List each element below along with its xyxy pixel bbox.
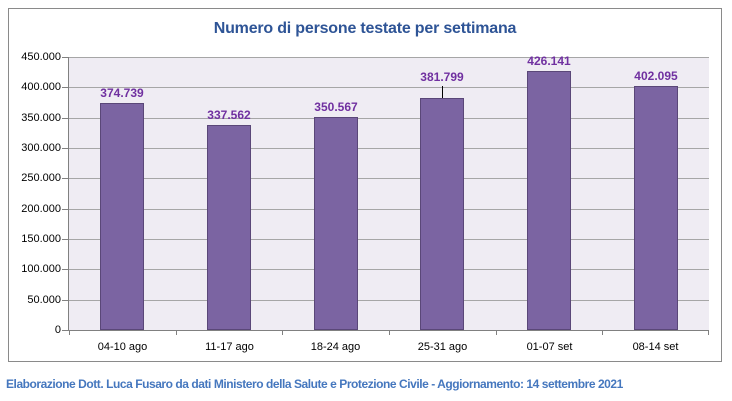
- bar-value-label: 402.095: [634, 69, 678, 83]
- y-axis-tick: [62, 330, 68, 331]
- x-axis-tick: [389, 330, 390, 335]
- gridline: [69, 209, 709, 210]
- y-axis-tick: [62, 178, 68, 179]
- gridline: [69, 148, 709, 149]
- x-axis-tick: [176, 330, 177, 335]
- x-axis-category-label: 08-14 set: [632, 341, 679, 353]
- y-axis-tick-label: 0: [54, 324, 61, 336]
- bar-08-14-set: [634, 86, 678, 330]
- x-axis-tick: [496, 330, 497, 335]
- x-axis-tick: [708, 330, 709, 335]
- x-axis-category-label: 18-24 ago: [310, 341, 361, 353]
- bar-value-label: 381.799: [420, 70, 464, 84]
- x-axis-tick: [602, 330, 603, 335]
- plot-area: 450.000 400.000 350.000 300.000 250.000 200.0…: [21, 51, 709, 353]
- y-axis-tick: [62, 300, 68, 301]
- x-axis-category-label: 04-10 ago: [97, 341, 148, 353]
- y-axis-tick: [62, 269, 68, 270]
- y-axis-tick: [62, 57, 68, 58]
- y-axis-tick: [62, 239, 68, 240]
- gridline: [69, 239, 709, 240]
- y-axis-tick: [62, 209, 68, 210]
- bar-value-label: 337.562: [207, 108, 251, 122]
- y-axis-tick-label: 450.000: [21, 51, 61, 63]
- y-axis-tick-label: 300.000: [21, 142, 61, 154]
- y-axis-tick-label: 50.000: [27, 294, 61, 306]
- bar-value-label: 350.567: [314, 100, 358, 114]
- gridline: [69, 300, 709, 301]
- chart-frame: Numero di persone testate per settimana …: [8, 8, 722, 362]
- bar-value-label: 426.141: [527, 54, 571, 68]
- bar-04-10-ago: [100, 103, 144, 330]
- x-axis-category-label: 01-07 set: [526, 341, 573, 353]
- bar-01-07-set: [527, 71, 571, 330]
- y-axis-tick: [62, 118, 68, 119]
- gridline: [69, 57, 709, 58]
- y-axis-tick-label: 200.000: [21, 203, 61, 215]
- data-label-leader-line: [442, 86, 443, 98]
- bar-25-31-ago: [420, 98, 464, 330]
- chart-title: Numero di persone testate per settimana: [213, 20, 517, 37]
- source-caption: Elaborazione Dott. Luca Fusaro da dati M…: [6, 377, 623, 391]
- y-axis-tick-label: 400.000: [21, 81, 61, 93]
- x-axis-tick: [282, 330, 283, 335]
- gridline: [69, 269, 709, 270]
- y-axis-tick-label: 350.000: [21, 112, 61, 124]
- gridline: [69, 118, 709, 119]
- gridline: [69, 87, 709, 88]
- y-axis-tick: [62, 87, 68, 88]
- bar-18-24-ago: [314, 117, 358, 330]
- x-axis-tick: [69, 330, 70, 335]
- gridline: [69, 178, 709, 179]
- bar-11-17-ago: [207, 125, 251, 330]
- y-axis-tick: [62, 148, 68, 149]
- y-axis-tick-label: 150.000: [21, 233, 61, 245]
- x-axis-category-label: 11-17 ago: [205, 341, 254, 353]
- y-axis-tick-label: 250.000: [21, 172, 61, 184]
- bar-value-label: 374.739: [100, 86, 144, 100]
- x-axis-category-label: 25-31 ago: [417, 341, 468, 353]
- y-axis-tick-label: 100.000: [21, 263, 61, 275]
